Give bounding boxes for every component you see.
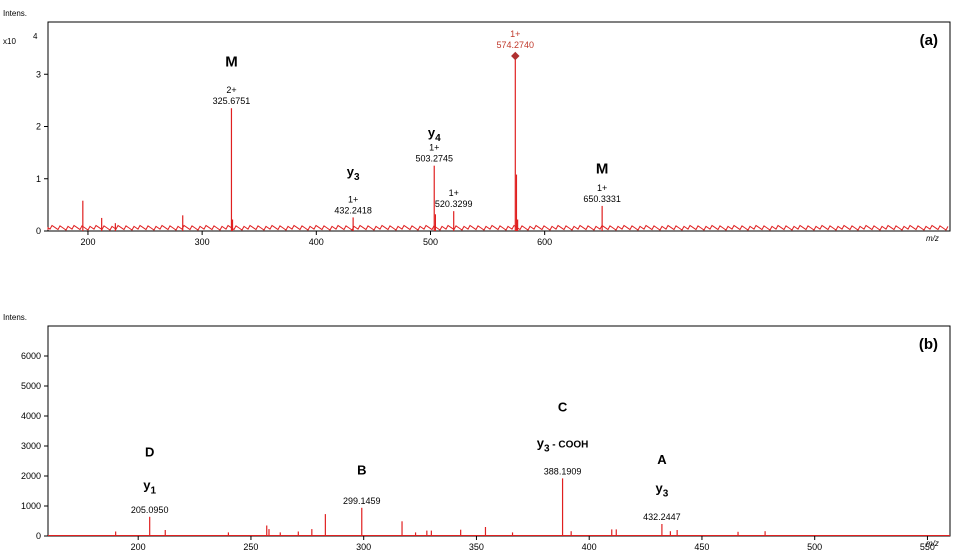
plot-frame xyxy=(47,325,951,537)
y-tick-label: 2000 xyxy=(21,471,41,481)
peak-charge-label: 1+ xyxy=(348,194,358,204)
x-tick-label: 600 xyxy=(537,237,552,247)
x-tick-label: 400 xyxy=(309,237,324,247)
peak-mz-label: 388.1909 xyxy=(544,466,582,476)
fragment-annotation: M xyxy=(225,53,238,70)
x-tick-label: 200 xyxy=(131,542,146,552)
y-tick-label: 3000 xyxy=(21,441,41,451)
peak-mz-label: 299.1459 xyxy=(343,496,381,506)
peak-mz-label: 432.2418 xyxy=(334,205,372,215)
fragment-annotation: C xyxy=(558,400,568,415)
x-tick-label: 350 xyxy=(469,542,484,552)
x-tick-label: 200 xyxy=(80,237,95,247)
fragment-annotation: A xyxy=(657,452,667,467)
peak-charge-label: 1+ xyxy=(429,143,439,153)
x-tick-label: 450 xyxy=(694,542,709,552)
x-axis-label: m/z xyxy=(926,539,939,548)
y-axis-label: Intens. xyxy=(3,9,27,18)
fragment-annotation: y1 xyxy=(143,478,156,497)
plot-frame xyxy=(47,21,951,232)
y-axis-label: Intens. xyxy=(3,313,27,322)
x-tick-label: 300 xyxy=(195,237,210,247)
peak-mz-label: 205.0950 xyxy=(131,505,169,515)
y-tick-label: 0 xyxy=(36,531,41,541)
y-tick-label: 2 xyxy=(36,122,41,132)
peak-mz-label: 432.2447 xyxy=(643,512,681,522)
x-tick-label: 550 xyxy=(920,542,935,552)
x-tick-label: 400 xyxy=(582,542,597,552)
peak-charge-label: 1+ xyxy=(597,183,607,193)
baseline-noise xyxy=(47,224,949,231)
peak-charge-label: 2+ xyxy=(226,85,236,95)
fragment-annotation: B xyxy=(357,463,366,478)
x-tick-label: 300 xyxy=(356,542,371,552)
y-tick-label: 0 xyxy=(36,226,41,236)
fragment-annotation: y3 xyxy=(347,164,360,183)
peak-mz-label: 325.6751 xyxy=(213,96,251,106)
x-axis-label: m/z xyxy=(926,234,939,243)
y-tick-label: 4000 xyxy=(21,411,41,421)
panel-tag: (a) xyxy=(920,32,938,49)
y-tick-label: 5000 xyxy=(21,381,41,391)
y-tick-label: 3 xyxy=(36,69,41,79)
fragment-annotation: y3 xyxy=(656,481,669,500)
x-tick-label: 250 xyxy=(243,542,258,552)
peak-mz-label: 503.2745 xyxy=(415,154,453,164)
y-axis-scale-exponent: 4 xyxy=(33,32,38,41)
panel-tag: (b) xyxy=(919,336,938,353)
x-tick-label: 500 xyxy=(423,237,438,247)
fragment-annotation: y4 xyxy=(428,125,441,144)
peak-mz-label: 650.3331 xyxy=(583,194,621,204)
peak-mz-label: 520.3299 xyxy=(435,199,473,209)
fragment-annotation: y3 - COOH xyxy=(537,436,589,455)
peak-marker xyxy=(511,51,520,61)
y-tick-label: 1 xyxy=(36,174,41,184)
peak-charge-label: 1+ xyxy=(510,29,520,39)
y-axis-scale: x10 xyxy=(3,37,16,46)
peak-mz-label: 574.2740 xyxy=(497,40,535,50)
x-tick-label: 500 xyxy=(807,542,822,552)
y-tick-label: 1000 xyxy=(21,501,41,511)
spectrum-panel-b: Intens. m/z 0 1000 2000 3000 4000 5000 6000 200 25… xyxy=(3,313,951,552)
fragment-annotation: M xyxy=(596,161,609,178)
spectrum-panel-a: Intens. x10 4 m/z 0 1 2 3 200 300 400 500 600 325.675… xyxy=(3,9,951,247)
peak-charge-label: 1+ xyxy=(449,188,459,198)
fragment-annotation: D xyxy=(145,445,154,460)
y-tick-label: 6000 xyxy=(21,351,41,361)
